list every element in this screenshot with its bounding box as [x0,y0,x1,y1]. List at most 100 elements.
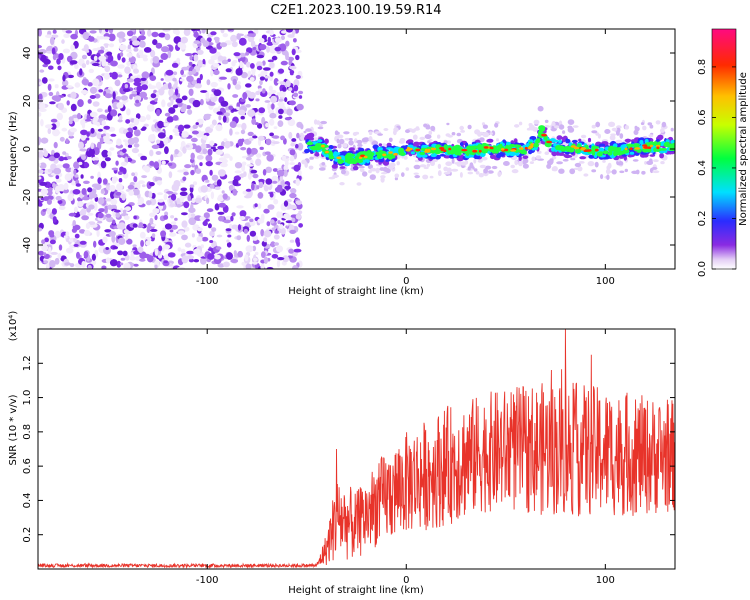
noise-speckle [146,254,154,263]
noise-speckle [210,191,215,200]
trace-speckle [565,147,570,152]
halo-speckle [489,132,494,135]
noise-speckle [79,240,87,245]
noise-speckle [150,49,156,58]
noise-speckle [232,94,239,98]
noise-speckle [108,43,115,48]
noise-speckle [229,156,233,161]
noise-speckle [242,92,248,100]
halo-speckle [569,168,576,175]
noise-speckle [49,101,56,105]
peak-speckle [382,153,387,157]
noise-speckle [174,149,179,155]
trace-speckle [616,150,623,156]
noise-speckle [70,44,75,51]
halo-speckle [303,130,307,134]
x-tick-label: -100 [196,575,219,586]
noise-speckle [97,171,101,180]
noise-speckle [237,250,243,258]
noise-speckle [99,136,104,145]
noise-speckle [102,129,107,133]
halo-speckle [578,161,585,164]
trace-speckle [421,142,426,146]
halo-speckle [413,164,421,170]
noise-speckle [291,138,297,142]
noise-speckle [170,215,175,219]
peak-speckle [643,146,650,149]
noise-speckle [72,220,76,226]
noise-speckle [100,160,107,169]
noise-speckle [255,98,260,102]
noise-speckle [298,170,302,176]
peak-speckle [541,133,547,137]
noise-speckle [130,251,134,260]
noise-speckle [51,149,55,156]
noise-speckle [145,240,151,246]
noise-speckle [285,220,294,224]
noise-speckle [187,194,191,202]
noise-speckle [243,228,248,234]
noise-speckle [43,196,49,202]
halo-speckle [644,161,648,165]
noise-speckle [155,81,162,90]
noise-speckle [102,135,110,143]
noise-speckle [128,190,134,196]
halo-speckle [367,164,373,170]
halo-speckle [342,142,348,148]
noise-speckle [103,72,110,80]
halo-speckle [494,122,499,128]
noise-speckle [287,34,295,38]
peak-speckle [360,154,366,158]
noise-speckle [56,164,63,169]
noise-speckle [152,119,158,123]
halo-speckle [459,125,465,131]
noise-speckle [156,180,163,186]
noise-speckle [164,112,171,117]
noise-speckle [178,230,185,235]
noise-speckle [293,248,302,253]
halo-speckle [357,144,363,147]
trace-speckle [554,139,559,143]
trace-speckle [579,156,587,160]
noise-speckle [77,99,84,108]
trace-speckle [443,155,451,159]
noise-speckle [93,240,97,248]
noise-speckle [184,164,192,169]
noise-speckle [105,247,109,250]
halo-speckle [454,162,461,165]
noise-speckle [195,145,202,153]
trace-speckle [601,156,609,160]
halo-speckle [460,130,465,133]
snr-x-label: Height of straight line (km) [288,585,424,596]
noise-speckle [124,83,129,89]
noise-speckle [211,227,217,232]
noise-speckle [74,82,81,88]
noise-speckle [274,37,282,43]
noise-speckle [141,84,149,91]
noise-speckle [117,31,126,39]
halo-speckle [572,125,579,128]
noise-speckle [97,177,102,185]
snr-frame [37,328,676,570]
noise-speckle [295,237,300,245]
noise-speckle [282,155,286,161]
noise-speckle [238,37,247,46]
noise-speckle [218,202,226,208]
halo-speckle [369,174,376,181]
trace-speckle [378,159,385,163]
noise-speckle [135,99,140,104]
noise-speckle [140,155,147,160]
noise-speckle [133,47,139,52]
noise-speckle [143,47,152,53]
noise-speckle [250,147,258,155]
noise-speckle [197,59,203,67]
noise-speckle [174,88,179,96]
noise-speckle [205,91,210,100]
noise-speckle [191,29,197,32]
noise-speckle [146,200,152,206]
halo-speckle [529,161,535,165]
noise-speckle [209,230,215,237]
halo-speckle [412,134,418,140]
halo-speckle [591,124,596,129]
noise-speckle [235,224,239,232]
